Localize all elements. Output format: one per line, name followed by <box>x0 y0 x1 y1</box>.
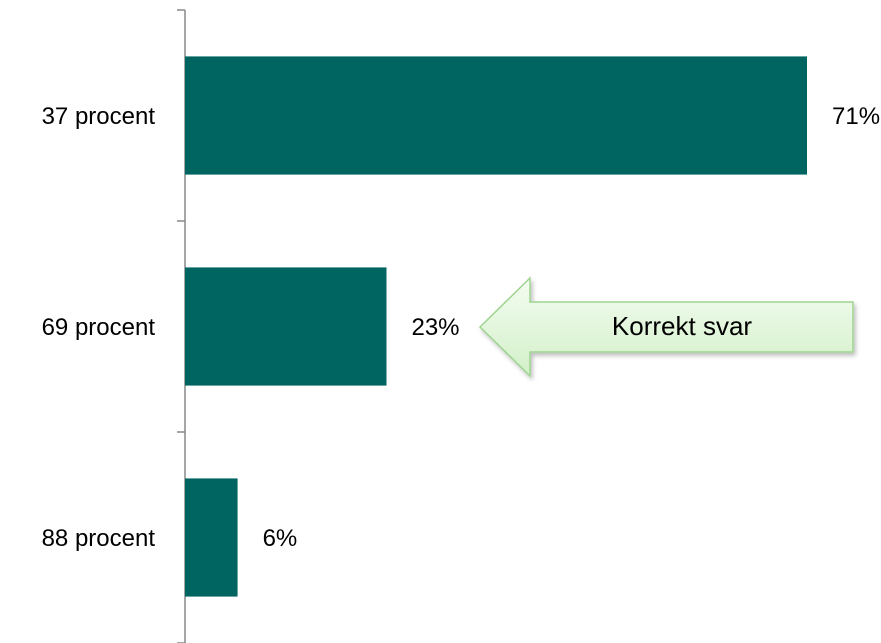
value-label: 6% <box>263 525 298 552</box>
value-label: 23% <box>411 314 459 341</box>
bar <box>185 56 807 175</box>
bar <box>185 478 238 597</box>
value-label: 71% <box>832 103 880 130</box>
category-label: 69 procent <box>42 314 156 341</box>
category-label: 88 procent <box>42 525 156 552</box>
axis-ticks <box>177 9 185 643</box>
bar <box>185 267 387 386</box>
category-label: 37 procent <box>42 103 156 130</box>
annotation: Korrekt svar <box>478 276 854 378</box>
annotation-text: Korrekt svar <box>612 311 752 341</box>
annotation-arrow <box>478 276 854 378</box>
